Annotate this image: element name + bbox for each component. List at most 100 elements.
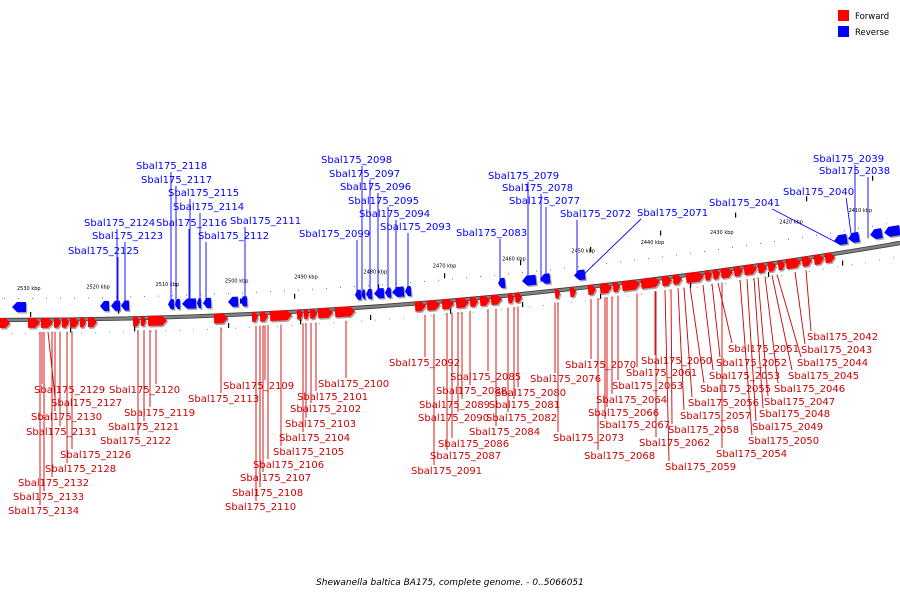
gene-label-sbal175-2105[interactable]: Sbal175_2105: [273, 447, 344, 458]
gene-label-sbal175-2077[interactable]: Sbal175_2077: [509, 196, 580, 207]
gene-label-sbal175-2055[interactable]: Sbal175_2055: [700, 384, 771, 395]
gene-label-sbal175-2084[interactable]: Sbal175_2084: [469, 427, 540, 438]
forward-gene-arrow-47[interactable]: [785, 257, 803, 271]
forward-gene-arrow-31[interactable]: [587, 284, 598, 297]
forward-gene-arrow-7[interactable]: [87, 317, 99, 329]
reverse-gene-arrow-17[interactable]: [405, 285, 413, 298]
forward-gene-arrow-42[interactable]: [733, 265, 745, 279]
forward-gene-arrow-38[interactable]: [685, 271, 706, 285]
forward-gene-arrow-40[interactable]: [712, 269, 722, 282]
gene-label-sbal175-2061[interactable]: Sbal175_2061: [626, 368, 697, 379]
forward-gene-arrow-44[interactable]: [757, 262, 769, 275]
reverse-gene-arrow-22[interactable]: [833, 233, 850, 248]
forward-gene-arrow-36[interactable]: [661, 275, 674, 288]
forward-gene-arrow-41[interactable]: [720, 267, 735, 280]
gene-label-sbal175-2066[interactable]: Sbal175_2066: [588, 408, 659, 419]
gene-label-sbal175-2081[interactable]: Sbal175_2081: [489, 400, 560, 411]
forward-gene-arrow-8[interactable]: [132, 316, 142, 328]
forward-gene-arrow-27[interactable]: [507, 293, 516, 305]
forward-gene-arrow-49[interactable]: [813, 253, 826, 267]
gene-label-sbal175-2129[interactable]: Sbal175_2129: [34, 385, 105, 396]
gene-label-sbal175-2132[interactable]: Sbal175_2132: [18, 478, 89, 489]
gene-label-sbal175-2093[interactable]: Sbal175_2093: [380, 222, 451, 233]
forward-gene-arrow-0[interactable]: [0, 317, 12, 330]
gene-label-sbal175-2101[interactable]: Sbal175_2101: [297, 392, 368, 403]
gene-label-sbal175-2133[interactable]: Sbal175_2133: [13, 492, 84, 503]
forward-gene-arrow-46[interactable]: [777, 259, 787, 272]
forward-gene-arrow-25[interactable]: [479, 295, 492, 308]
gene-label-sbal175-2096[interactable]: Sbal175_2096: [340, 182, 411, 193]
forward-gene-arrow-11[interactable]: [213, 313, 230, 326]
forward-gene-arrow-6[interactable]: [79, 317, 88, 329]
gene-label-sbal175-2106[interactable]: Sbal175_2106: [253, 460, 324, 471]
forward-gene-arrow-26[interactable]: [490, 294, 504, 307]
gene-label-sbal175-2107[interactable]: Sbal175_2107: [240, 473, 311, 484]
gene-label-sbal175-2067[interactable]: Sbal175_2067: [599, 420, 670, 431]
forward-gene-arrow-3[interactable]: [53, 317, 63, 330]
gene-label-sbal175-2117[interactable]: Sbal175_2117: [141, 175, 212, 186]
gene-label-sbal175-2060[interactable]: Sbal175_2060: [641, 356, 712, 367]
gene-label-sbal175-2062[interactable]: Sbal175_2062: [639, 438, 710, 449]
forward-gene-arrow-37[interactable]: [672, 274, 684, 287]
gene-label-sbal175-2121[interactable]: Sbal175_2121: [108, 422, 179, 433]
gene-label-sbal175-2116[interactable]: Sbal175_2116: [156, 218, 227, 229]
forward-gene-arrow-45[interactable]: [767, 261, 778, 274]
gene-label-sbal175-2057[interactable]: Sbal175_2057: [680, 411, 751, 422]
gene-label-sbal175-2104[interactable]: Sbal175_2104: [279, 433, 350, 444]
reverse-gene-arrow-3[interactable]: [121, 300, 131, 313]
forward-gene-arrow-4[interactable]: [61, 317, 71, 330]
gene-label-sbal175-2071[interactable]: Sbal175_2071: [637, 208, 708, 219]
gene-label-sbal175-2099[interactable]: Sbal175_2099: [299, 229, 370, 240]
gene-label-sbal175-2125[interactable]: Sbal175_2125: [68, 246, 139, 257]
gene-label-sbal175-2052[interactable]: Sbal175_2052: [716, 358, 787, 369]
forward-gene-arrow-15[interactable]: [296, 309, 305, 322]
reverse-gene-arrow-10[interactable]: [240, 296, 249, 308]
gene-label-sbal175-2063[interactable]: Sbal175_2063: [612, 381, 683, 392]
forward-gene-arrow-30[interactable]: [569, 286, 578, 299]
reverse-gene-arrow-18[interactable]: [498, 277, 507, 290]
forward-gene-arrow-23[interactable]: [455, 297, 471, 310]
gene-label-sbal175-2053[interactable]: Sbal175_2053: [709, 371, 780, 382]
gene-label-sbal175-2038[interactable]: Sbal175_2038: [819, 166, 890, 177]
forward-gene-arrow-21[interactable]: [426, 300, 442, 313]
gene-label-sbal175-2102[interactable]: Sbal175_2102: [290, 404, 361, 415]
gene-label-sbal175-2097[interactable]: Sbal175_2097: [329, 169, 400, 180]
gene-label-sbal175-2040[interactable]: Sbal175_2040: [783, 187, 854, 198]
reverse-gene-arrow-16[interactable]: [392, 286, 406, 299]
gene-label-sbal175-2124[interactable]: Sbal175_2124: [84, 218, 155, 229]
reverse-gene-arrow-19[interactable]: [522, 274, 538, 288]
gene-label-sbal175-2079[interactable]: Sbal175_2079: [488, 171, 559, 182]
gene-label-sbal175-2098[interactable]: Sbal175_2098: [321, 155, 392, 166]
forward-gene-arrow-50[interactable]: [824, 252, 837, 265]
reverse-gene-arrow-1[interactable]: [100, 300, 111, 313]
reverse-gene-arrow-9[interactable]: [228, 296, 240, 309]
gene-label-sbal175-2091[interactable]: Sbal175_2091: [411, 466, 482, 477]
gene-label-sbal175-2086[interactable]: Sbal175_2086: [438, 439, 509, 450]
gene-label-sbal175-2041[interactable]: Sbal175_2041: [709, 198, 780, 209]
gene-label-sbal175-2072[interactable]: Sbal175_2072: [560, 209, 631, 220]
forward-gene-arrow-2[interactable]: [40, 317, 55, 330]
forward-gene-arrow-35[interactable]: [640, 276, 662, 291]
gene-label-sbal175-2108[interactable]: Sbal175_2108: [232, 488, 303, 499]
forward-gene-arrow-33[interactable]: [612, 281, 622, 294]
gene-label-sbal175-2046[interactable]: Sbal175_2046: [774, 384, 845, 395]
forward-gene-arrow-9[interactable]: [140, 316, 148, 328]
gene-label-sbal175-2039[interactable]: Sbal175_2039: [813, 154, 884, 165]
reverse-gene-arrow-2[interactable]: [111, 300, 122, 313]
gene-label-sbal175-2088[interactable]: Sbal175_2088: [436, 386, 507, 397]
reverse-gene-arrow-21[interactable]: [573, 269, 587, 282]
gene-label-sbal175-2127[interactable]: Sbal175_2127: [51, 398, 122, 409]
forward-gene-arrow-29[interactable]: [554, 288, 562, 301]
forward-gene-arrow-48[interactable]: [801, 255, 814, 269]
gene-label-sbal175-2134[interactable]: Sbal175_2134: [8, 506, 79, 517]
gene-label-sbal175-2092[interactable]: Sbal175_2092: [389, 358, 460, 369]
gene-label-sbal175-2064[interactable]: Sbal175_2064: [596, 395, 667, 406]
forward-gene-arrow-22[interactable]: [441, 298, 456, 311]
forward-gene-arrow-5[interactable]: [69, 317, 81, 330]
gene-label-sbal175-2111[interactable]: Sbal175_2111: [230, 216, 301, 227]
reverse-gene-arrow-4[interactable]: [168, 299, 176, 311]
reverse-gene-arrow-14[interactable]: [374, 287, 386, 300]
gene-label-sbal175-2100[interactable]: Sbal175_2100: [318, 379, 389, 390]
reverse-gene-arrow-0[interactable]: [12, 301, 28, 314]
gene-label-sbal175-2070[interactable]: Sbal175_2070: [565, 360, 636, 371]
